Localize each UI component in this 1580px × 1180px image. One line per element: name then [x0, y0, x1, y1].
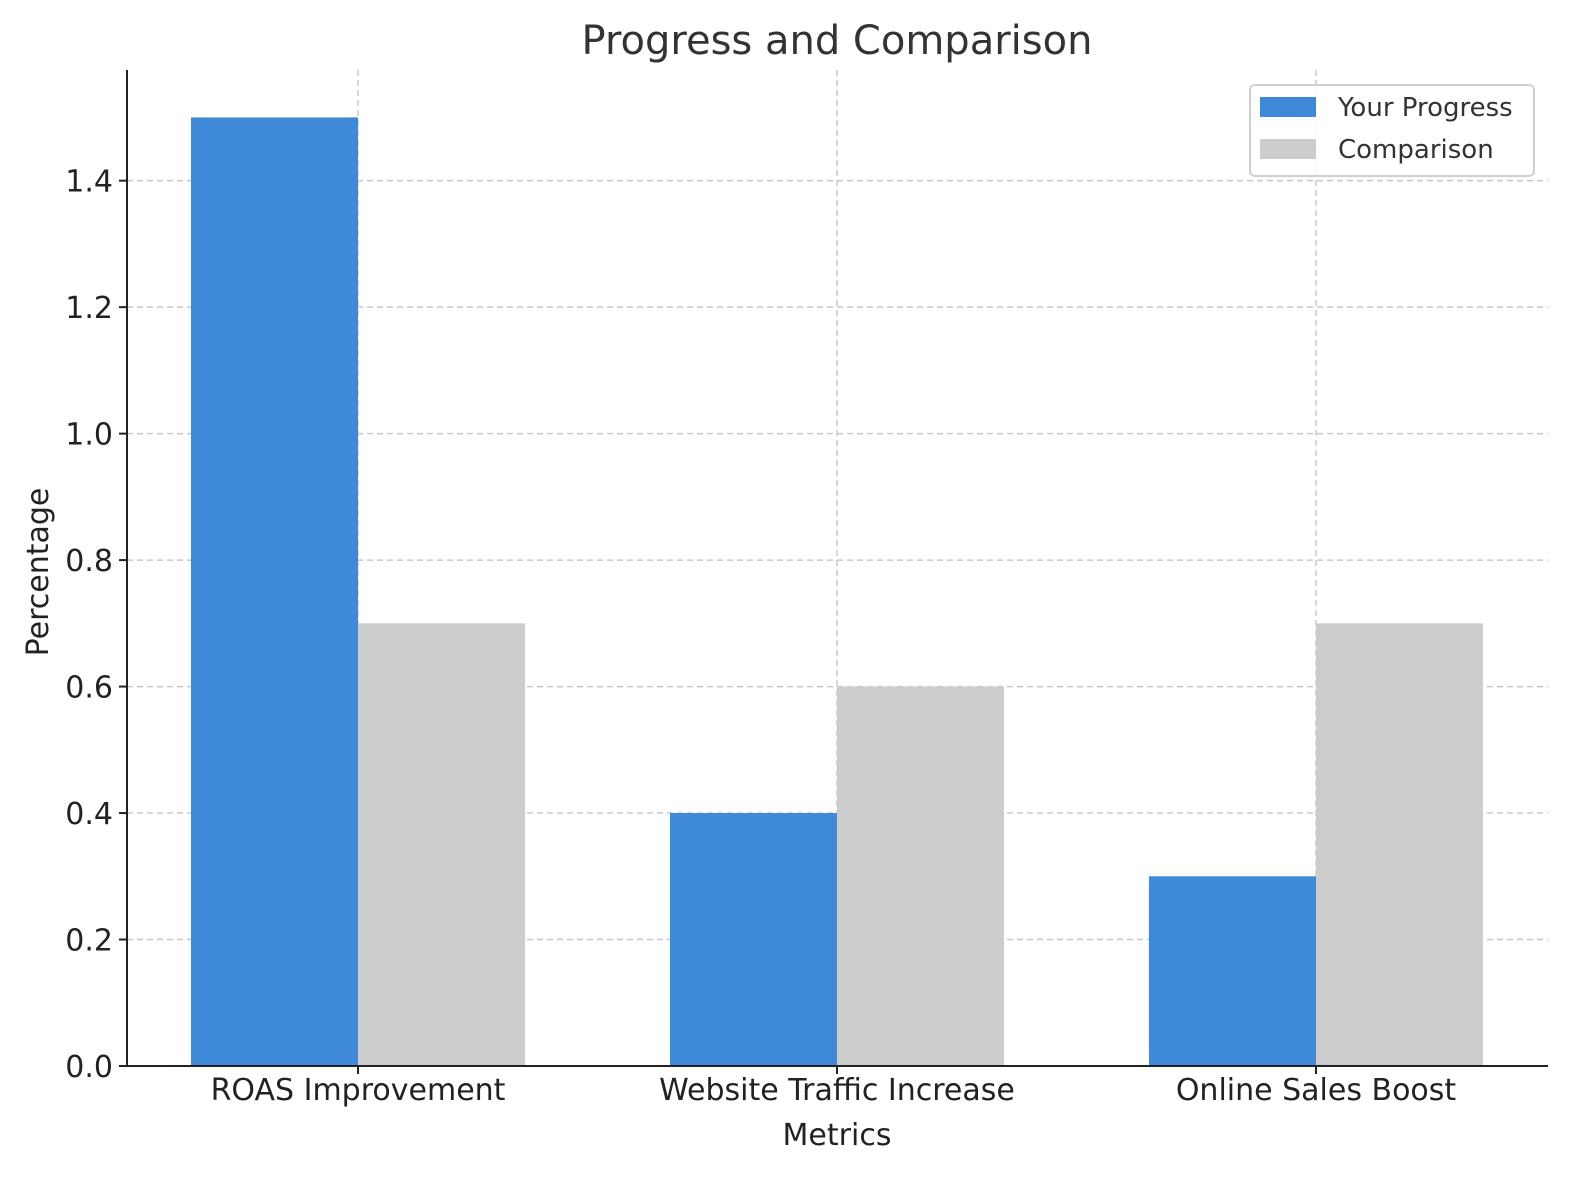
legend-label-your-progress: Your Progress: [1337, 93, 1513, 123]
bars: [191, 117, 1483, 1066]
bar-comparison: [837, 686, 1004, 1066]
axis-ticks: 0.0 0.2 0.4 0.6 0.8 1.0 1.2 1.4 ROAS Improvement…: [65, 165, 1456, 1108]
y-tick-label: 0.0: [65, 1050, 113, 1085]
y-tick-label: 1.0: [65, 418, 113, 453]
y-tick-label: 0.2: [65, 924, 113, 959]
x-tick-label: Online Sales Boost: [1176, 1073, 1457, 1108]
y-axis-title: Percentage: [21, 488, 56, 657]
legend-swatch-comparison: [1260, 139, 1316, 159]
legend: Your Progress Comparison: [1249, 84, 1535, 177]
legend-label-comparison: Comparison: [1338, 135, 1494, 165]
bar-your-progress: [191, 117, 358, 1066]
legend-box: [1249, 84, 1535, 177]
x-axis-title: Metrics: [783, 1118, 892, 1153]
chart-title: Progress and Comparison: [582, 18, 1093, 64]
legend-swatch-your-progress: [1260, 97, 1316, 117]
y-tick-label: 0.8: [65, 544, 113, 579]
y-tick-label: 0.6: [65, 671, 113, 706]
x-tick-label: ROAS Improvement: [211, 1073, 506, 1108]
bar-your-progress: [670, 813, 837, 1066]
bar-your-progress: [1149, 876, 1316, 1066]
y-tick-label: 1.2: [65, 291, 113, 326]
bar-comparison: [1316, 623, 1483, 1066]
y-tick-label: 0.4: [65, 797, 113, 832]
y-tick-label: 1.4: [65, 165, 113, 200]
x-tick-label: Website Traffic Increase: [659, 1073, 1015, 1108]
bar-comparison: [358, 623, 525, 1066]
